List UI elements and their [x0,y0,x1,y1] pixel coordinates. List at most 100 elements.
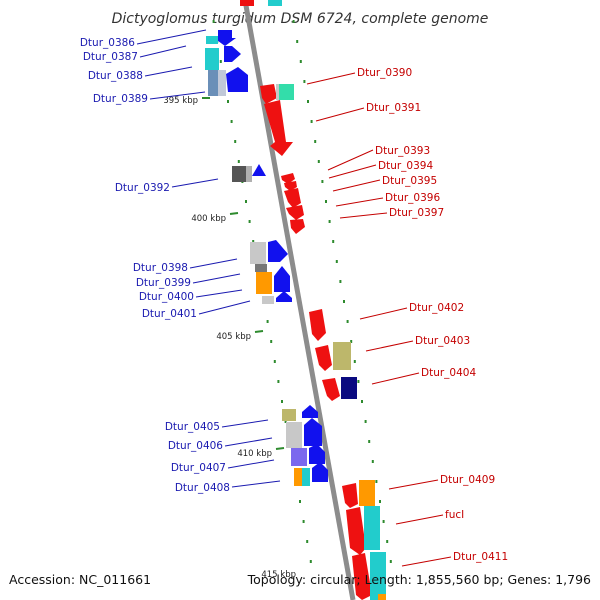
guide-tick [389,560,392,563]
gene-label[interactable]: Dtur_0408 [175,482,230,494]
gene-feature-dtur-0393[interactable] [281,173,295,184]
gene-label[interactable]: Dtur_0409 [440,474,495,486]
gene-label[interactable]: Dtur_0392 [115,182,170,194]
guide-tick [307,100,309,103]
guide-tick [266,320,269,323]
gene-feature-dtur-0392[interactable] [232,164,266,182]
gene-feature-dtur-0398[interactable] [250,240,288,272]
gene-feature-fuci[interactable] [346,506,380,555]
leader-lines-left [136,29,281,488]
gene-label[interactable]: Dtur_0405 [165,421,220,433]
gene-label[interactable]: Dtur_0400 [139,291,194,303]
gene-label[interactable]: Dtur_0401 [142,308,197,320]
gene-feature-dtur-0404[interactable] [322,377,357,401]
guide-tick [339,280,342,283]
scale-label: 405 kbp [216,332,251,342]
gene-feature-dtur-0394[interactable] [284,181,297,191]
gene-feature-dtur-0407[interactable] [291,444,325,466]
gene-feature-dtur-0388[interactable] [208,67,248,96]
guide-tick [325,200,327,203]
gene-feature-dtur-0386[interactable] [206,30,236,46]
guide-tick [368,440,371,443]
gene-label[interactable]: Dtur_0390 [357,67,412,79]
gene-label[interactable]: Dtur_0397 [389,207,444,219]
guide-tick [328,220,331,223]
guide-tick [361,400,363,403]
guide-tick [277,380,280,383]
gene-label[interactable]: Dtur_0407 [171,462,226,474]
gene-label[interactable]: Dtur_0394 [378,160,433,172]
guide-tick [375,480,378,483]
gene-feature-dtur-0390[interactable] [260,84,294,104]
guide-tick [302,520,305,523]
gene-label[interactable]: Dtur_0402 [409,302,464,314]
gene-feature-top[interactable] [240,0,282,6]
scale-marker-410: 410 kbp [237,447,285,459]
gene-label[interactable]: Dtur_0403 [415,335,470,347]
guide-tick [317,160,320,163]
gene-feature-dtur-0395[interactable] [284,188,301,208]
gene-label[interactable]: Dtur_0388 [88,70,143,82]
gene-feature-dtur-0400[interactable] [276,291,292,302]
guide-tick [343,300,345,303]
gene-feature-dtur-0406[interactable] [286,418,322,448]
gene-label[interactable]: Dtur_0386 [80,37,135,49]
guide-tick [353,360,356,363]
guide-tick [346,320,349,323]
left-gene-labels: Dtur_0386 Dtur_0387 Dtur_0388 Dtur_0389 … [80,37,230,494]
gene-feature-dtur-0387[interactable] [205,46,241,70]
gene-feature-dtur-0399[interactable] [256,266,290,294]
guide-tick [292,20,295,23]
guide-tick [270,340,273,343]
guide-tick [296,40,299,43]
scale-marker-395: 395 kbp [163,96,210,106]
gene-feature-dtur-0402[interactable] [309,309,326,341]
gene-feature-dtur-0397[interactable] [290,219,305,234]
guide-tick [219,60,222,63]
guide-tick [335,260,338,263]
gene-feature-dtur-0408[interactable] [294,462,328,486]
gene-label[interactable]: Dtur_0398 [133,262,188,274]
guide-tick [371,460,374,463]
gene-feature-dtur-0396[interactable] [286,205,304,220]
genome-title: Dictyoglomus turgidum DSM 6724, complete… [112,11,489,27]
gene-feature-dtur-0391[interactable] [264,100,293,156]
gene-label[interactable]: fucI [445,509,464,521]
gene-feature-dtur-0409[interactable] [342,480,375,508]
gene-label[interactable]: Dtur_0411 [453,551,508,563]
gene-label[interactable]: Dtur_0395 [382,175,437,187]
genome-backbone [242,0,356,600]
guide-tick [350,340,353,343]
guide-tick [227,100,229,103]
scale-label: 400 kbp [191,214,226,224]
scale-label: 410 kbp [237,449,272,459]
guide-tick [310,120,313,123]
guide-tick [379,500,381,503]
gene-label[interactable]: Dtur_0406 [168,440,223,452]
guide-tick [252,240,255,243]
guide-tick [309,560,312,563]
gene-feature-dtur-0405[interactable] [282,405,318,421]
guide-tick [303,80,306,83]
gene-feature-dtur-0403[interactable] [315,342,351,371]
scale-marker-405: 405 kbp [216,330,264,342]
gene-label[interactable]: Dtur_0396 [385,192,440,204]
gene-label[interactable]: Dtur_0399 [136,277,191,289]
scale-marker-400: 400 kbp [191,212,239,224]
guide-tick [299,60,302,63]
leader-lines-right [306,72,452,567]
guide-tick [332,240,335,243]
guide-tick [314,140,317,143]
gene-feature-dtur-0411[interactable] [352,552,386,600]
guide-tick [230,120,233,123]
gene-label[interactable]: Dtur_0393 [375,145,430,157]
gene-label[interactable]: Dtur_0387 [83,51,138,63]
gene-label[interactable]: Dtur_0389 [93,93,148,105]
scale-label: 395 kbp [163,96,198,106]
gene-label[interactable]: Dtur_0404 [421,367,476,379]
gene-feature-dtur-0401[interactable] [262,296,274,304]
gene-label[interactable]: Dtur_0391 [366,102,421,114]
scale-marker-415: 415 kbp [261,570,296,580]
guide-tick [386,540,389,543]
